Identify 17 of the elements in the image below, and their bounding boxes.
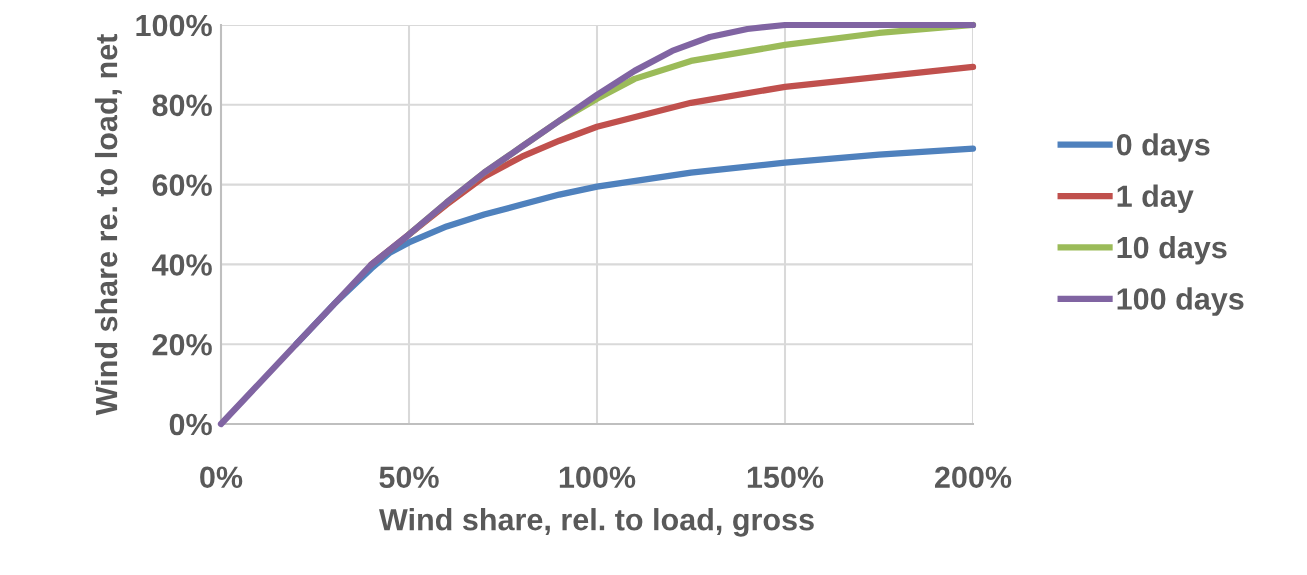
legend-label: 10 days <box>1117 235 1227 265</box>
legend-label: 100 days <box>1117 287 1244 316</box>
legend-label: 0 days <box>1116 133 1210 162</box>
y-tick-label: 0% <box>169 413 212 436</box>
y-tick-label: 20% <box>152 333 212 356</box>
y-tick-label: 80% <box>152 94 212 117</box>
x-tick-label: 0% <box>200 466 243 489</box>
x-tick-label: 200% <box>934 466 1012 489</box>
y-tick-label: 40% <box>151 254 212 276</box>
y-axis-title: Wind share re. to load, net <box>94 34 122 416</box>
x-axis-title: Wind share, rel. to load, gross <box>379 508 814 537</box>
y-tick-label: 60% <box>152 174 212 196</box>
y-tick-label: 100% <box>136 14 212 37</box>
x-tick-label: 50% <box>379 466 439 489</box>
legend-label: 1 day <box>1117 184 1194 214</box>
x-tick-label: 150% <box>747 466 824 489</box>
x-tick-label: 100% <box>559 466 636 489</box>
